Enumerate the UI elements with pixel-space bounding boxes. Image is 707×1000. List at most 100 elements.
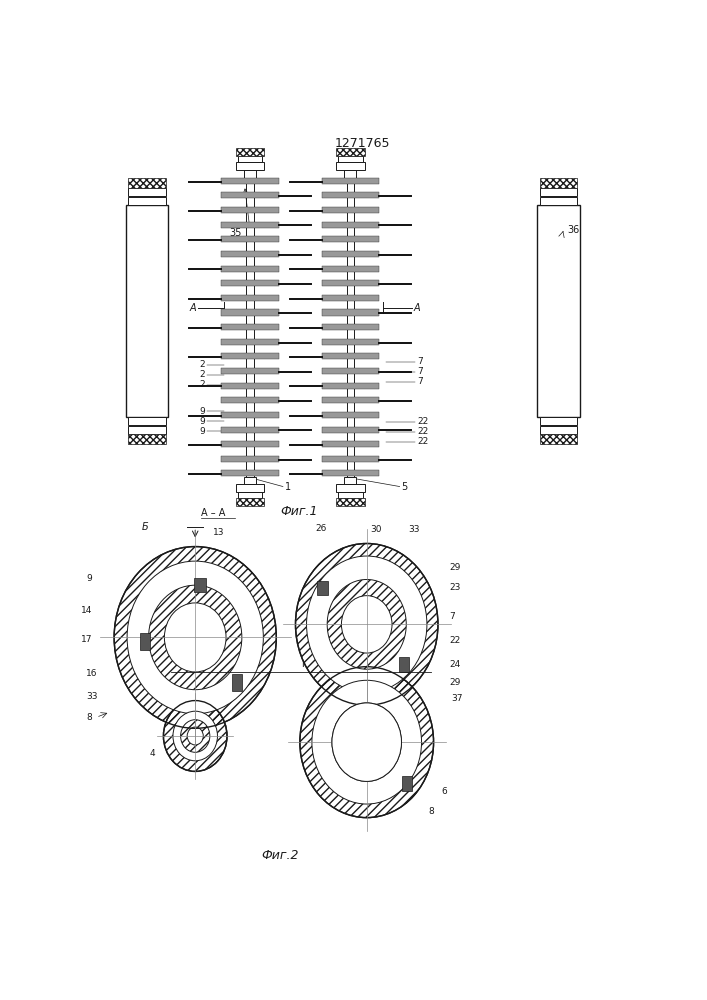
Bar — [221, 295, 279, 301]
Ellipse shape — [127, 561, 263, 714]
Text: 31: 31 — [201, 637, 214, 646]
Text: 8: 8 — [86, 713, 92, 722]
Bar — [221, 280, 279, 286]
Bar — [322, 412, 379, 418]
Text: 4: 4 — [150, 749, 156, 758]
Bar — [539, 197, 578, 205]
Ellipse shape — [187, 727, 203, 745]
Bar — [322, 456, 379, 462]
Bar — [322, 353, 379, 359]
Text: 7: 7 — [449, 612, 455, 621]
Text: 9: 9 — [199, 417, 205, 426]
Text: Фиг.1: Фиг.1 — [281, 505, 318, 518]
Bar — [221, 470, 279, 476]
Bar — [221, 266, 279, 272]
Text: 7: 7 — [417, 377, 423, 386]
Ellipse shape — [332, 703, 402, 781]
Bar — [221, 339, 279, 345]
Text: 28: 28 — [312, 654, 323, 664]
Bar — [194, 578, 206, 592]
Bar — [322, 222, 379, 228]
Bar — [322, 192, 379, 198]
Bar — [128, 188, 166, 196]
Text: 22: 22 — [417, 427, 428, 436]
Ellipse shape — [165, 603, 226, 672]
Text: 13: 13 — [213, 528, 225, 537]
Bar — [539, 188, 578, 196]
Bar — [317, 581, 328, 595]
Bar — [128, 178, 166, 188]
Ellipse shape — [312, 680, 421, 804]
Bar — [221, 441, 279, 447]
Bar — [336, 148, 365, 156]
Text: 9: 9 — [86, 574, 92, 583]
Bar — [221, 456, 279, 462]
Bar — [322, 251, 379, 257]
Bar — [399, 657, 409, 672]
Text: 22: 22 — [417, 437, 428, 446]
Text: 22: 22 — [417, 417, 428, 426]
Bar — [221, 353, 279, 359]
Text: 2: 2 — [216, 588, 221, 597]
Text: 11: 11 — [204, 662, 215, 671]
Text: 1: 1 — [284, 482, 291, 492]
Ellipse shape — [163, 701, 227, 771]
Bar — [221, 236, 279, 242]
Text: 10: 10 — [207, 568, 219, 577]
Ellipse shape — [173, 711, 218, 761]
Text: 30: 30 — [370, 525, 382, 534]
Bar — [235, 162, 264, 170]
Bar — [322, 266, 379, 272]
Bar — [344, 170, 356, 178]
Bar — [221, 324, 279, 330]
Bar — [344, 477, 356, 484]
Text: 9: 9 — [199, 407, 205, 416]
Text: 3: 3 — [192, 721, 199, 730]
Bar — [128, 434, 166, 444]
Text: А: А — [189, 303, 197, 313]
Text: 6: 6 — [442, 787, 448, 796]
Bar — [322, 339, 379, 345]
Bar — [238, 492, 262, 498]
Bar — [221, 207, 279, 213]
Text: Б: Б — [142, 522, 148, 532]
Text: 27: 27 — [385, 654, 397, 664]
Bar — [128, 197, 166, 205]
Bar — [336, 162, 365, 170]
Bar — [221, 412, 279, 418]
Bar — [322, 470, 379, 476]
Text: 7: 7 — [417, 367, 423, 376]
Bar — [537, 205, 580, 417]
Bar — [238, 156, 262, 162]
Bar — [322, 441, 379, 447]
Text: 37: 37 — [452, 694, 463, 703]
Text: 1271765: 1271765 — [334, 137, 390, 150]
Text: 22: 22 — [449, 636, 460, 645]
Bar — [322, 324, 379, 330]
Bar — [322, 207, 379, 213]
Bar — [539, 178, 578, 188]
Bar — [539, 434, 578, 444]
Bar — [322, 309, 379, 316]
Bar — [221, 427, 279, 433]
Bar — [221, 222, 279, 228]
Text: 29: 29 — [449, 563, 460, 572]
Ellipse shape — [307, 556, 427, 693]
Text: 25: 25 — [327, 654, 338, 664]
Ellipse shape — [341, 596, 392, 653]
Text: 15: 15 — [218, 615, 230, 624]
Bar — [221, 383, 279, 389]
Text: 9: 9 — [199, 427, 205, 436]
Bar — [539, 417, 578, 425]
Bar — [235, 484, 264, 492]
Text: 2: 2 — [199, 360, 205, 369]
Text: 29: 29 — [449, 678, 460, 687]
Bar — [221, 178, 279, 184]
Text: 33: 33 — [86, 692, 98, 701]
Text: 26: 26 — [315, 524, 327, 533]
Text: 33: 33 — [408, 525, 419, 534]
Text: 5: 5 — [401, 482, 407, 492]
Text: 2: 2 — [199, 380, 205, 389]
Bar — [244, 170, 256, 178]
Bar — [338, 156, 363, 162]
